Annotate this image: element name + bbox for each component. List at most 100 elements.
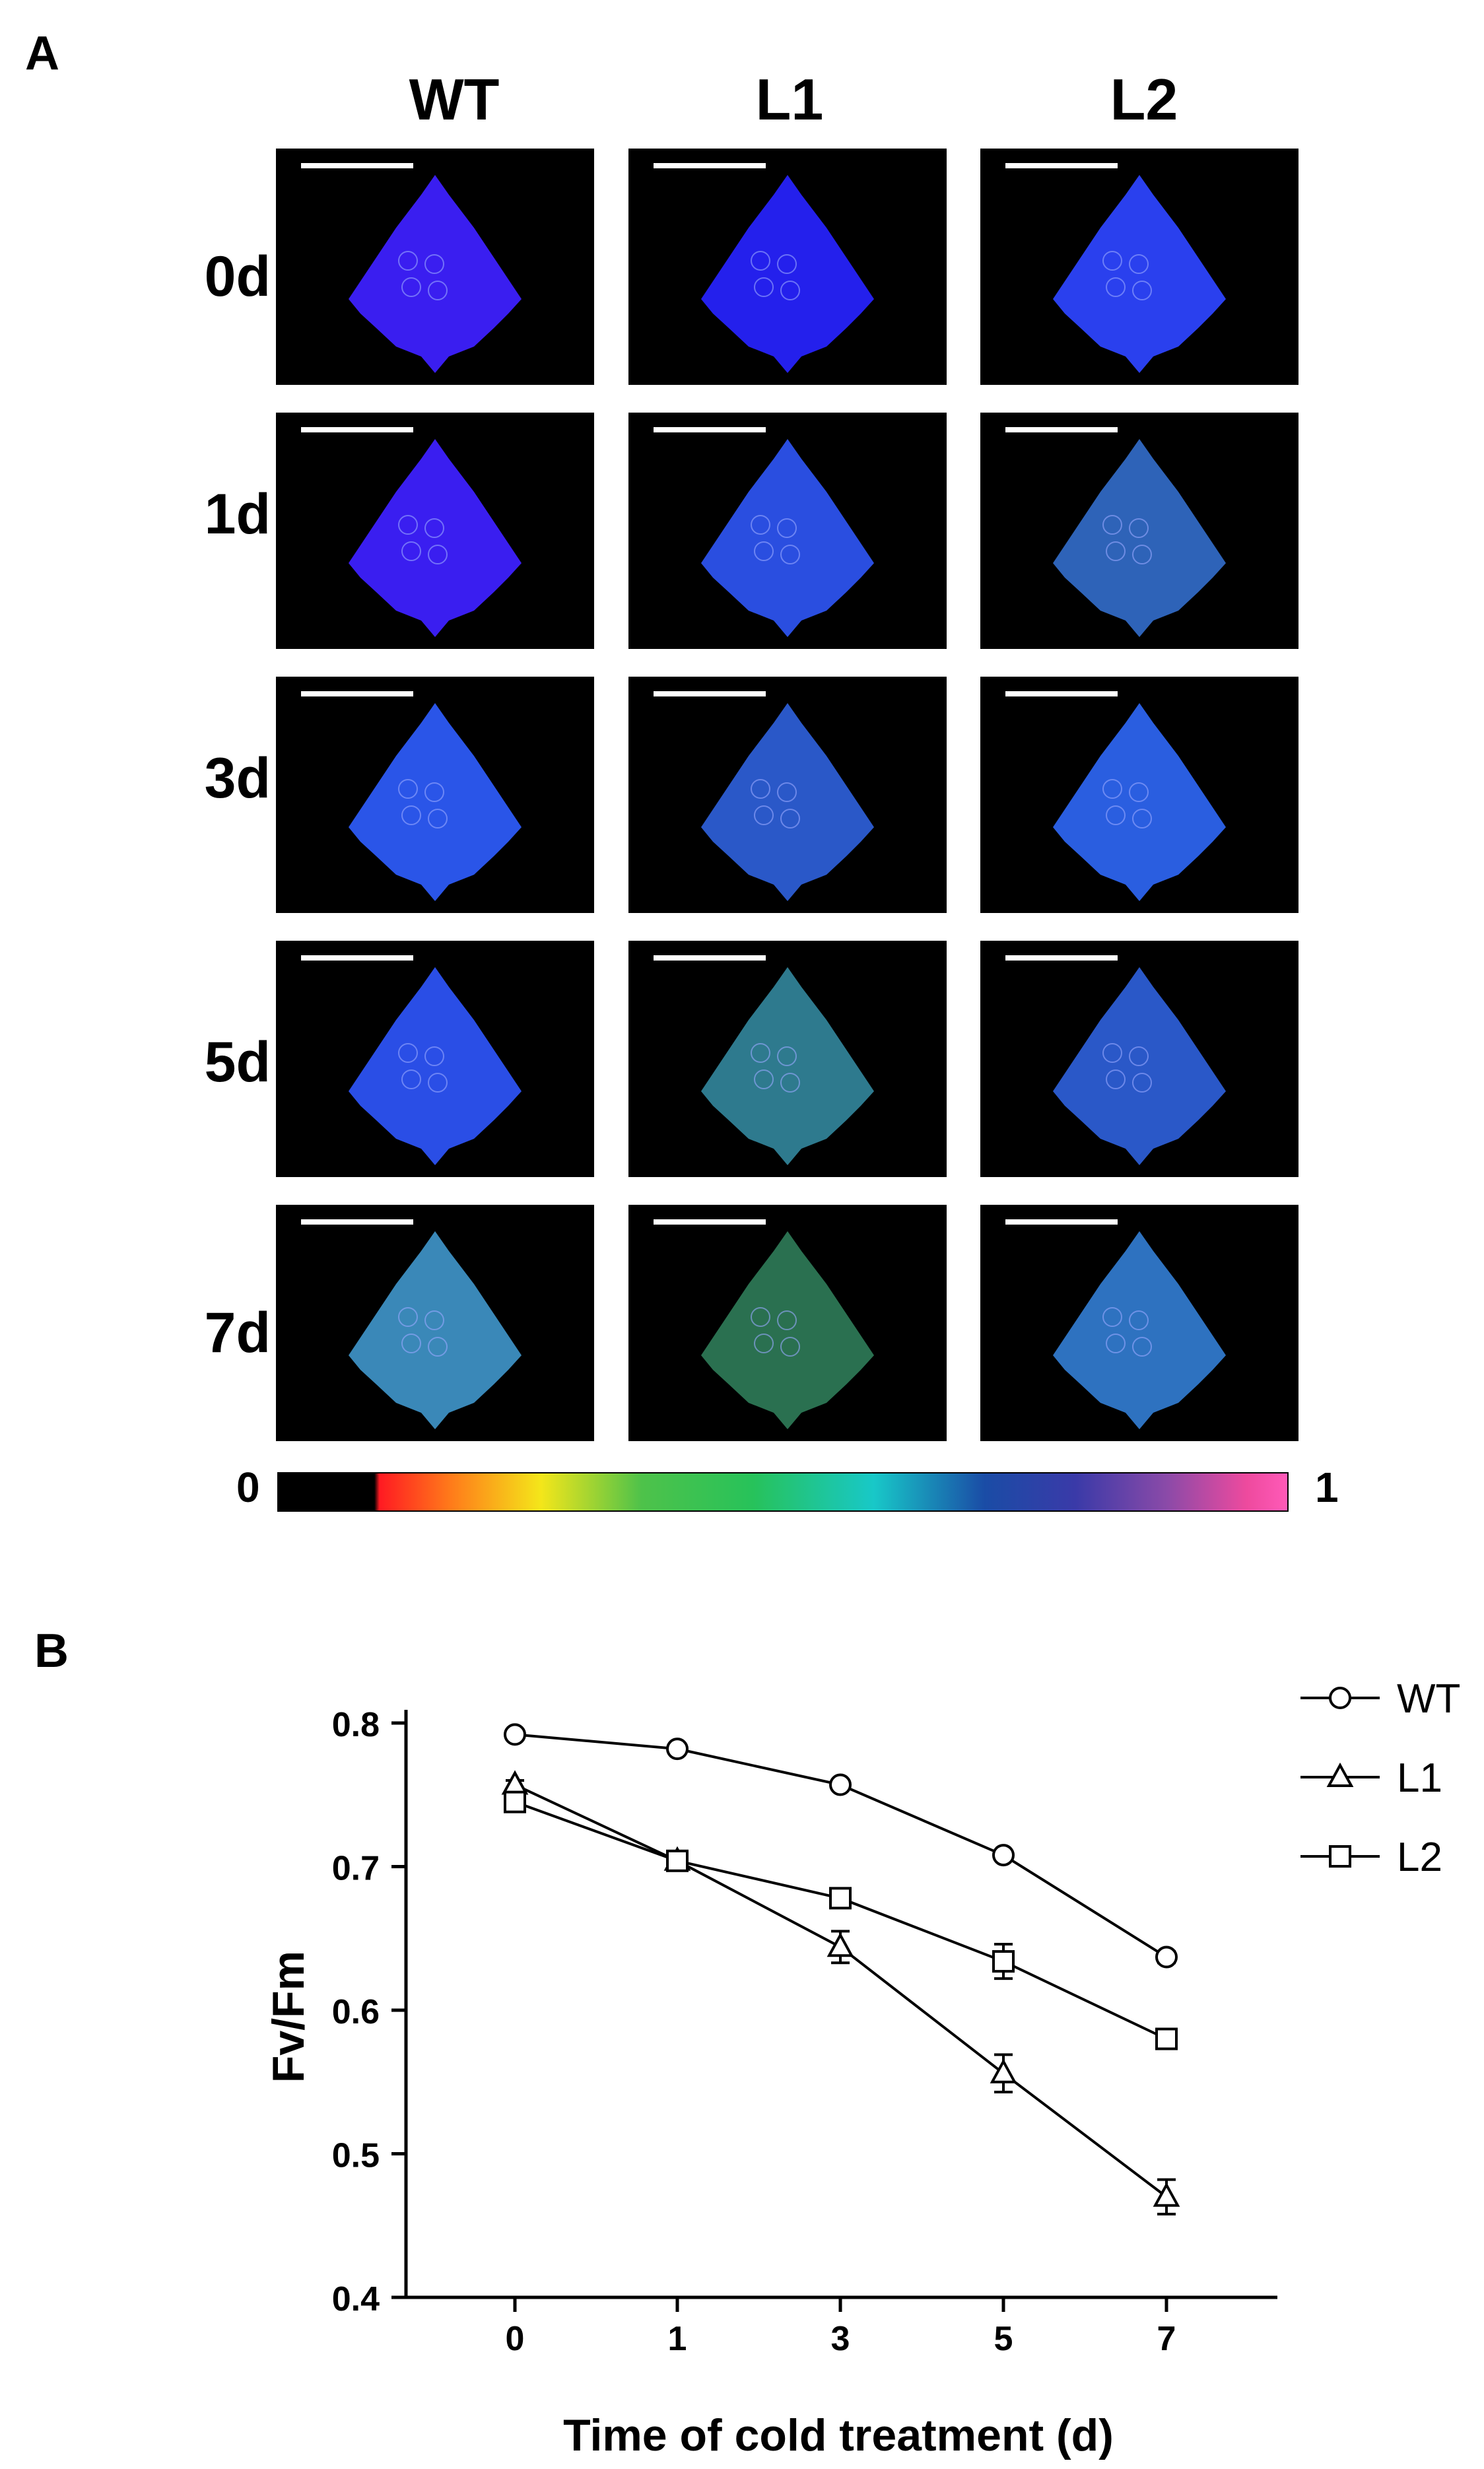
leaf-shape: [349, 1231, 522, 1429]
y-tick-label: 0.4: [332, 2280, 380, 2318]
leaf-image-l1-5d: [628, 941, 947, 1177]
measurement-circle: [1129, 254, 1149, 274]
row-header-3d: 3d: [204, 747, 271, 810]
measurement-circle: [401, 1334, 421, 1353]
leaf-image-l2-5d: [980, 941, 1298, 1177]
scale-bar: [1005, 1219, 1118, 1225]
series-line-l2: [514, 1800, 1167, 2041]
scale-bar: [1005, 427, 1118, 432]
measurement-circle: [777, 1310, 797, 1330]
measurement-circle: [751, 251, 770, 271]
scale-bar: [301, 691, 413, 696]
legend-marker-wt: [1329, 1687, 1351, 1709]
measurement-circle: [1102, 251, 1122, 271]
measurement-circle: [754, 541, 774, 561]
scale-bar: [654, 691, 766, 696]
measurement-circle: [780, 281, 800, 300]
row-header-1d: 1d: [204, 483, 271, 546]
measurement-circle: [1132, 1073, 1152, 1093]
measurement-circle: [424, 518, 444, 538]
x-tick-label: 0: [506, 2320, 525, 2358]
leaf-image-l2-0d: [980, 149, 1298, 385]
measurement-circle: [398, 779, 418, 799]
legend-label-l1: L1: [1397, 1755, 1442, 1801]
row-header-0d: 0d: [204, 245, 271, 308]
data-point-l1: [1153, 2182, 1180, 2207]
scale-bar: [654, 427, 766, 432]
measurement-circle: [1106, 541, 1126, 561]
scale-bar: [301, 427, 413, 432]
leaf-shape: [1053, 439, 1226, 637]
measurement-circle: [398, 515, 418, 535]
measurement-circle: [780, 809, 800, 829]
measurement-circle: [1129, 1046, 1149, 1066]
data-point-l2: [504, 1790, 526, 1813]
leaf-shape: [701, 439, 874, 637]
fvfm-line-chart: 0.4 0.5 0.6 0.7 0.8 0 1 3 5 7 WT L1 L2 Fv/Fm Time o…: [263, 1676, 1460, 2460]
leaf-image-l1-7d: [628, 1205, 947, 1441]
legend-marker-l1: [1326, 1762, 1354, 1787]
leaf-shape: [1053, 1231, 1226, 1429]
measurement-circle: [1129, 782, 1149, 802]
panel-b-label: B: [34, 1625, 69, 1677]
measurement-circle: [401, 805, 421, 825]
scale-bar: [654, 1219, 766, 1225]
measurement-circle: [1102, 779, 1122, 799]
colorbar-min-label: 0: [236, 1464, 260, 1511]
data-point-wt: [829, 1773, 852, 1796]
legend-marker-l2: [1329, 1845, 1351, 1868]
measurement-circle: [401, 277, 421, 297]
measurement-circle: [398, 251, 418, 271]
measurement-circle: [424, 1310, 444, 1330]
measurement-circle: [1129, 1310, 1149, 1330]
y-axis-label: Fv/Fm: [263, 1951, 314, 2083]
leaf-shape: [349, 175, 522, 373]
measurement-circle: [424, 782, 444, 802]
data-point-l2: [829, 1887, 852, 1910]
leaf-image-wt-0d: [276, 149, 594, 385]
leaf-shape: [349, 967, 522, 1165]
leaf-image-l2-7d: [980, 1205, 1298, 1441]
leaf-shape: [1053, 175, 1226, 373]
leaf-image-l1-1d: [628, 413, 947, 649]
measurement-circle: [1106, 805, 1126, 825]
measurement-circle: [777, 254, 797, 274]
data-point-wt: [1155, 1945, 1178, 1969]
leaf-image-wt-3d: [276, 677, 594, 913]
measurement-circle: [424, 254, 444, 274]
measurement-circle: [777, 1046, 797, 1066]
scale-bar: [1005, 955, 1118, 961]
measurement-circle: [780, 545, 800, 564]
leaf-shape: [1053, 703, 1226, 901]
row-header-7d: 7d: [204, 1301, 271, 1365]
scale-bar: [301, 955, 413, 961]
measurement-circle: [1106, 1334, 1126, 1353]
scale-bar: [654, 163, 766, 168]
x-tick-label: 1: [668, 2320, 687, 2358]
measurement-circle: [428, 545, 448, 564]
measurement-circle: [751, 1043, 770, 1063]
measurement-circle: [401, 1069, 421, 1089]
x-tick-label: 7: [1157, 2320, 1176, 2358]
measurement-circle: [751, 779, 770, 799]
measurement-circle: [428, 1073, 448, 1093]
data-point-wt: [992, 1844, 1015, 1867]
leaf-shape: [701, 1231, 874, 1429]
leaf-image-l1-3d: [628, 677, 947, 913]
measurement-circle: [428, 809, 448, 829]
data-point-l2: [992, 1950, 1015, 1973]
measurement-circle: [780, 1337, 800, 1357]
measurement-circle: [428, 281, 448, 300]
measurement-circle: [754, 1069, 774, 1089]
leaf-image-wt-1d: [276, 413, 594, 649]
measurement-circle: [754, 277, 774, 297]
data-point-wt: [504, 1723, 526, 1746]
measurement-circle: [1102, 1043, 1122, 1063]
leaf-image-l1-0d: [628, 149, 947, 385]
measurement-circle: [751, 515, 770, 535]
scale-bar: [301, 1219, 413, 1225]
scale-bar: [301, 163, 413, 168]
series-line-l1: [514, 1783, 1168, 2198]
leaf-shape: [349, 439, 522, 637]
measurement-circle: [1102, 1307, 1122, 1327]
